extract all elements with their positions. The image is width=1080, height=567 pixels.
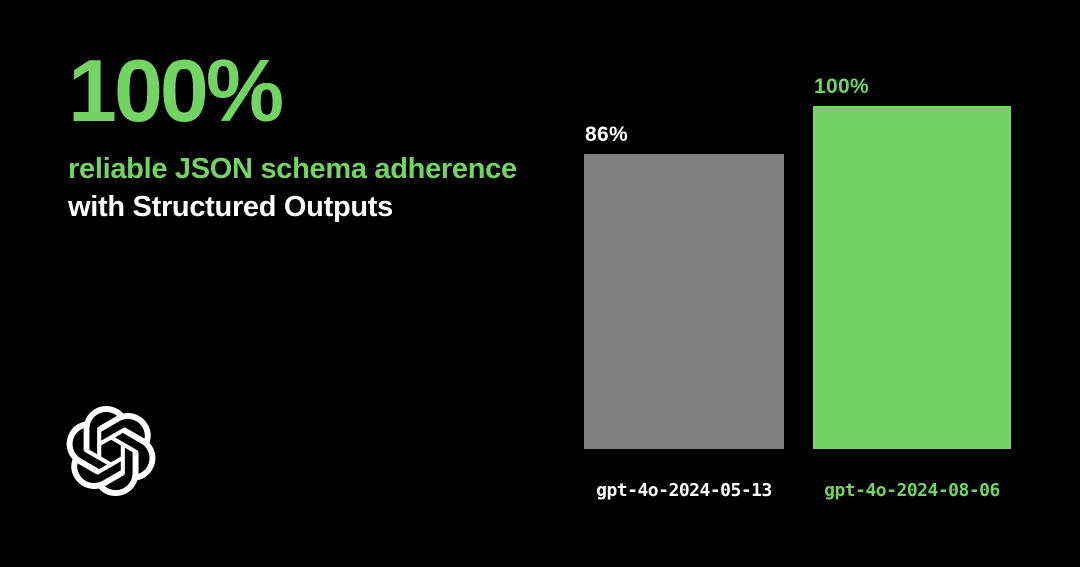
headline-line1: reliable JSON schema adherence	[68, 153, 517, 185]
bar-value-label: 86%	[585, 123, 628, 146]
openai-logo	[66, 406, 156, 496]
headline-stat: 100%	[68, 41, 284, 140]
bar-gpt-4o-2024-08-06	[813, 106, 1011, 449]
bar-group-gpt-4o-2024-05-13: 86%	[584, 124, 784, 449]
category-label: gpt-4o-2024-05-13	[596, 480, 772, 501]
headline: 100% reliable JSON schema adherence with…	[68, 46, 517, 226]
bar-value-label: 100%	[814, 75, 869, 98]
category-label: gpt-4o-2024-08-06	[824, 480, 1000, 501]
headline-line2: with Structured Outputs	[68, 191, 393, 223]
bar-gpt-4o-2024-05-13	[584, 154, 784, 449]
bar-group-gpt-4o-2024-08-06: 100%	[813, 76, 1011, 449]
openai-logo-glyph	[66, 406, 156, 496]
